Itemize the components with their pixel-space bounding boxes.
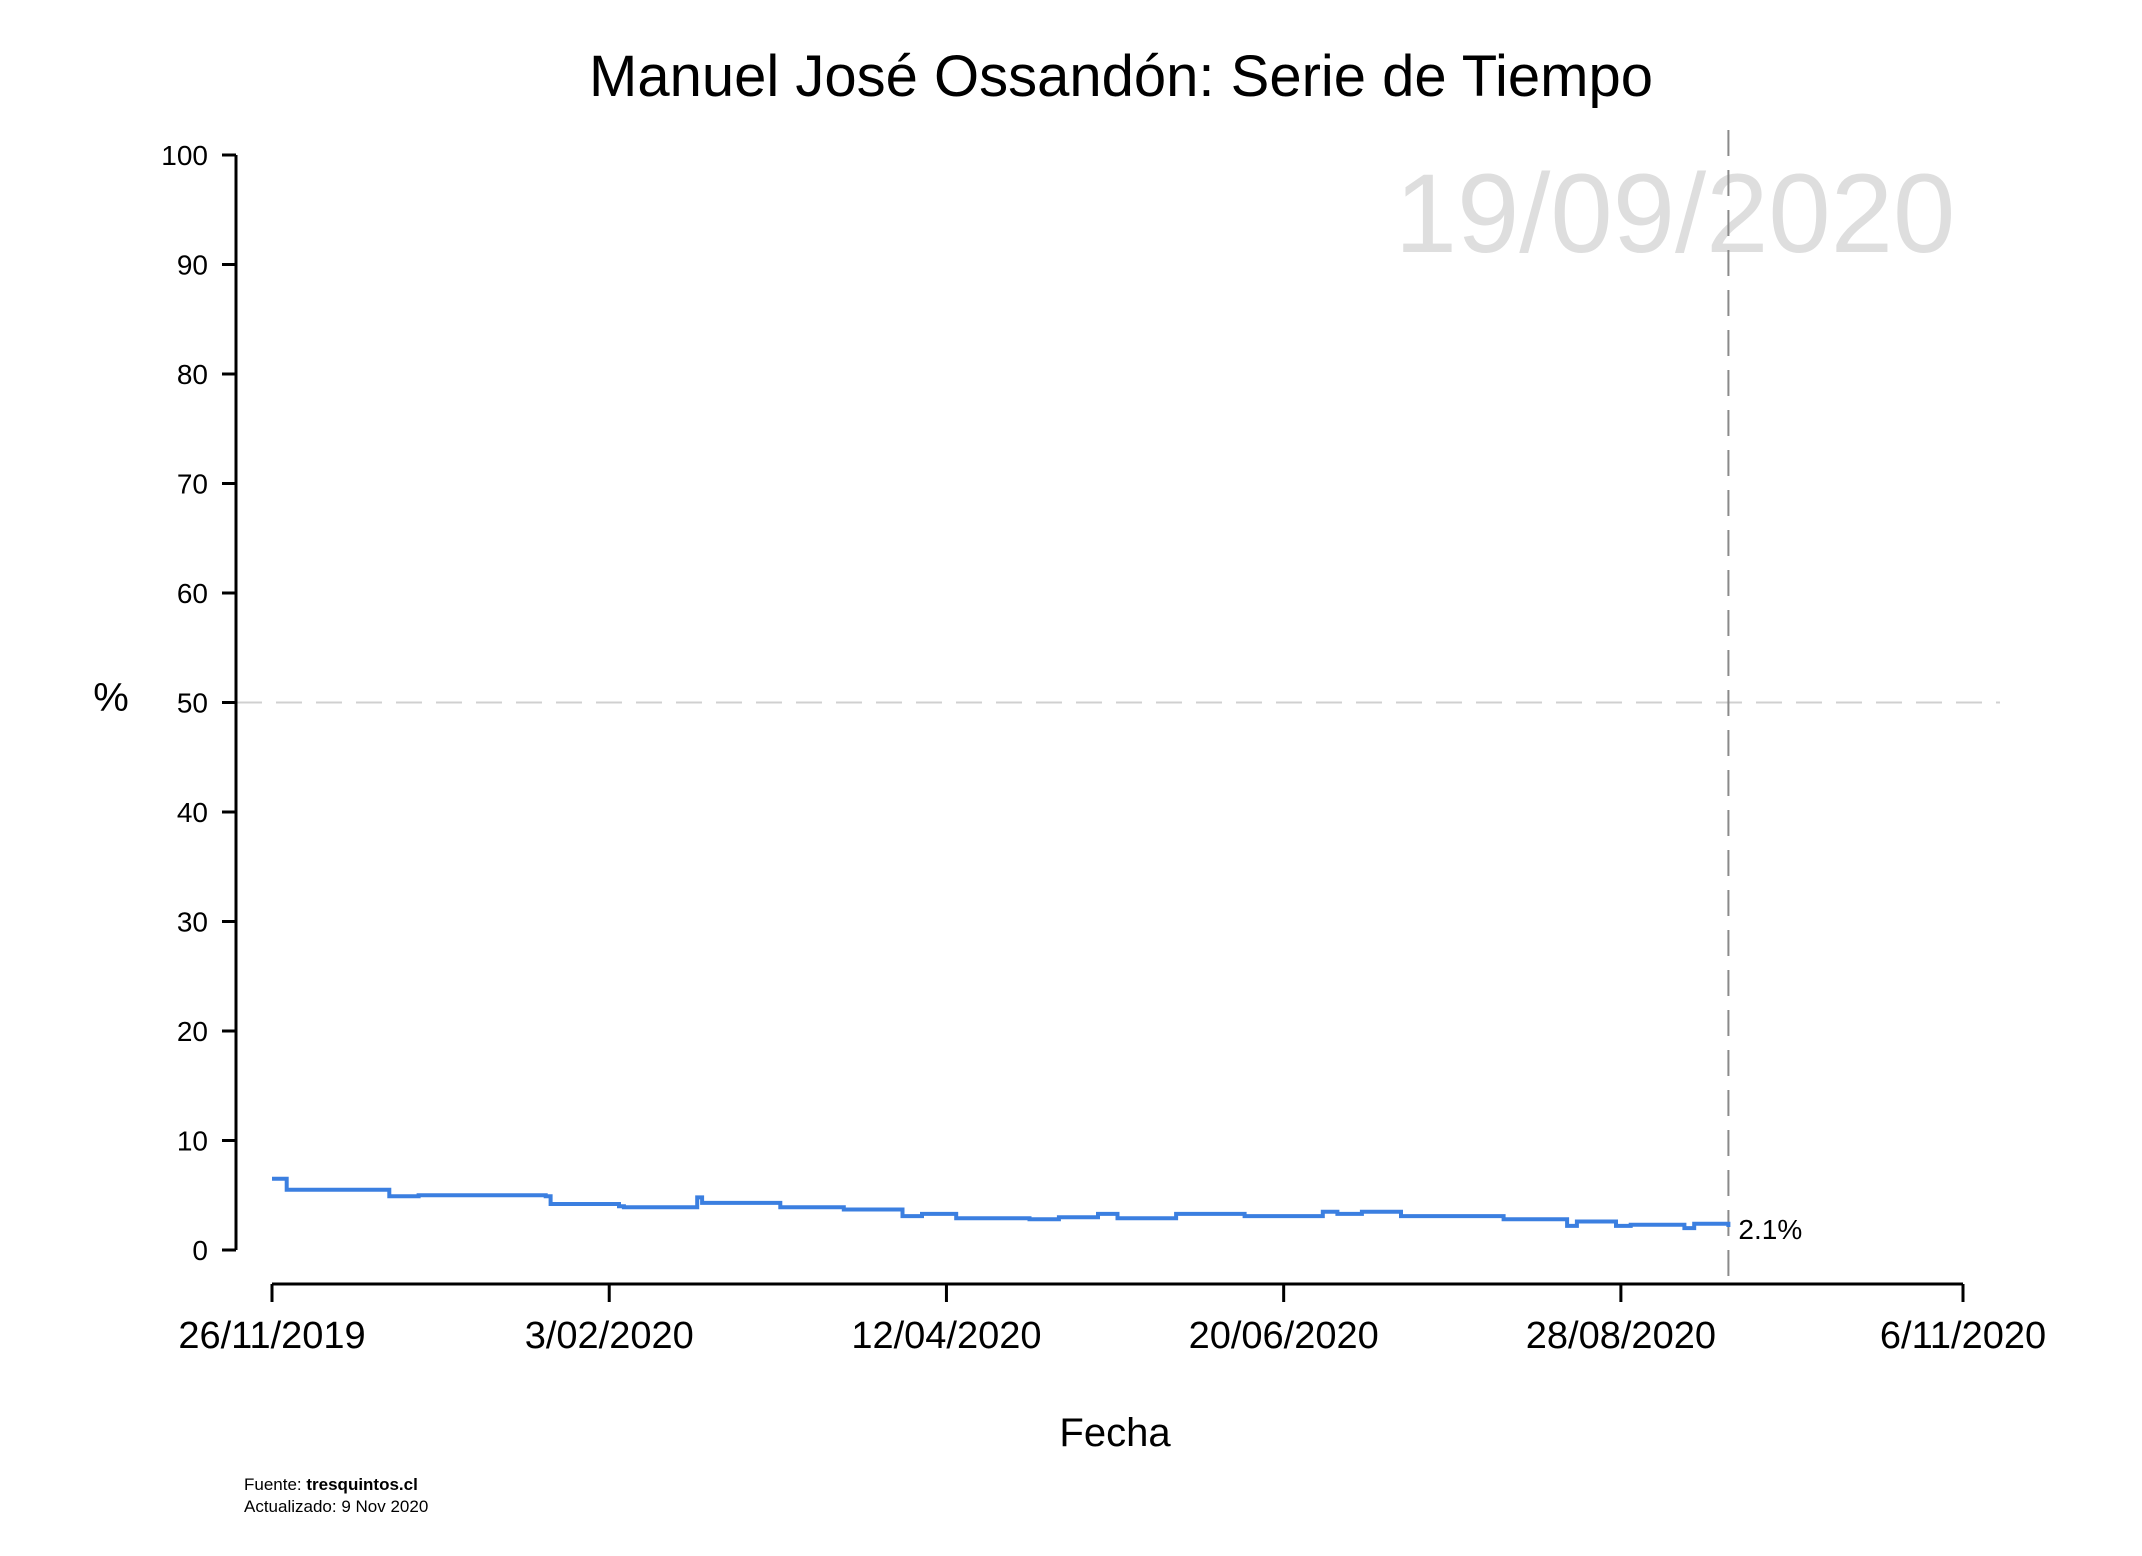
y-tick-label: 60 [177,578,208,609]
x-tick-label: 12/04/2020 [851,1315,1041,1357]
y-tick-label: 30 [177,907,208,938]
series-line [272,1176,1731,1231]
x-axis-label: Fecha [1059,1411,1171,1455]
y-tick-label: 70 [177,469,208,500]
updated-note: Actualizado: 9 Nov 2020 [244,1497,428,1516]
axes: 0 10 20 30 40 50 60 70 80 90 100 26/11/2019 3/02/202… [161,140,2046,1357]
y-tick-label: 0 [192,1235,208,1266]
source-site: tresquintos.cl [306,1475,417,1494]
y-tick-label: 10 [177,1126,208,1157]
y-tick-label: 100 [161,140,208,171]
y-tick-label: 80 [177,359,208,390]
source-note: Fuente: tresquintos.cl [244,1475,418,1494]
reference-lines [236,130,2000,1284]
y-axis-label: % [93,676,129,720]
source-prefix: Fuente: [244,1475,306,1494]
x-tick-label: 28/08/2020 [1526,1315,1716,1357]
chart-title: Manuel José Ossandón: Serie de Tiempo [589,44,1653,109]
x-tick-label: 20/06/2020 [1189,1315,1379,1357]
x-tick-label: 3/02/2020 [525,1315,694,1357]
y-tick-label: 40 [177,797,208,828]
y-tick-label: 50 [177,688,208,719]
series-layer [272,1176,1731,1231]
x-tick-label: 6/11/2020 [1880,1315,2046,1357]
date-watermark: 19/09/2020 [1395,151,1956,276]
y-tick-label: 20 [177,1016,208,1047]
end-value-label: 2.1% [1738,1214,1802,1245]
x-tick-label: 26/11/2019 [178,1315,365,1357]
y-tick-label: 90 [177,250,208,281]
